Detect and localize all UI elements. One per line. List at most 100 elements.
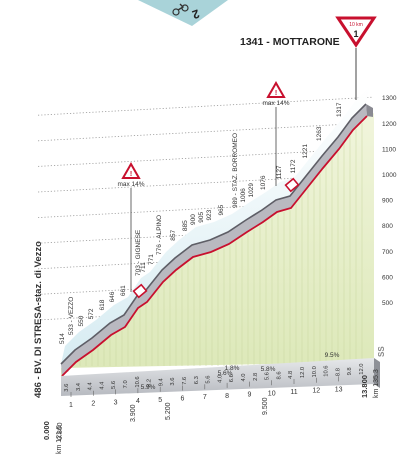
place-label: 776 - ALPINO: [156, 215, 163, 255]
gradient-value: 8.8: [335, 368, 341, 376]
warning-triangle-icon: [121, 161, 141, 179]
elevation-tick: 1300: [382, 95, 397, 102]
place-label: 1006: [240, 188, 247, 203]
start-km-label: km 121.5: [56, 425, 63, 454]
gradient-values: 3.6 3.4 4.4 4.4 5.6 7.0 10.6 8.2 9.4 3.6 7.6 6.3 5.6…: [64, 363, 365, 391]
road-top-edge: [60, 103, 367, 365]
gradient-value: 5.6: [265, 372, 271, 380]
place-label: 900: [190, 214, 197, 225]
place-label: 618: [99, 299, 106, 310]
gradient-value: 8.6: [276, 371, 282, 379]
finish-label: 1341 - MOTTARONE: [240, 36, 340, 48]
place-label: 1221: [302, 144, 309, 159]
km-marker: 5: [158, 397, 162, 404]
max-gradient-markers: ! max 14%! max 14%: [117, 80, 300, 299]
elevation-tick: 1100: [382, 146, 396, 153]
place-label: 661: [120, 285, 127, 296]
place-label: 771: [148, 254, 155, 265]
place-label: 1076: [260, 175, 267, 190]
km-marker: 8: [225, 393, 229, 400]
finish-badge: 10 km 1: [335, 16, 377, 48]
km-marker: 9: [247, 392, 251, 399]
elevation-tick: 600: [382, 274, 393, 281]
gradient-value: 4.0: [217, 375, 223, 383]
place-label: 1263: [316, 126, 323, 141]
average-gradient: 5.6%: [218, 370, 233, 377]
gradient-value: 9.8: [347, 367, 353, 375]
km-marker: 10: [268, 390, 276, 397]
place-label: 1127: [276, 165, 283, 179]
elevation-scale: 500 600 700 800 900 1000 1100 1200 1300: [382, 95, 397, 307]
elevation-tick: 1200: [382, 121, 397, 128]
average-gradient: 5.8%: [261, 366, 276, 373]
elevation-tick: 500: [382, 300, 393, 307]
gradient-value: 6.3: [194, 376, 200, 384]
finish-badge-num: 1: [353, 29, 358, 39]
km-marker: 3: [114, 399, 118, 406]
place-label: 857: [170, 230, 177, 241]
km-marker: 7: [203, 394, 207, 401]
km-marker: 4: [136, 398, 140, 405]
elevation-tick: 700: [382, 249, 393, 256]
finish-badge-top: 10 km: [349, 22, 363, 28]
km-marker: 12: [312, 388, 320, 395]
max-gradient-label: max 14%: [117, 181, 144, 188]
start-label: 486 - BV. DI STRESA-staz. di Vezzo: [33, 241, 44, 398]
elevation-tick: 800: [382, 223, 393, 230]
end-km-label: km 135.3: [373, 369, 380, 398]
gradient-value: 7.0: [123, 380, 129, 388]
gradient-value: 9.4: [158, 377, 164, 386]
climb-red-line: [61, 115, 368, 377]
end-distance: 13.800: [360, 375, 369, 398]
place-label: 514: [59, 333, 66, 344]
distance-label: 3.900: [130, 404, 137, 422]
place-label: 885: [182, 220, 189, 231]
average-gradient: 1.8%: [225, 365, 240, 372]
place-label: 1029: [248, 183, 255, 198]
average-gradient: 9.5%: [325, 352, 340, 359]
finish-triangle: [335, 16, 377, 48]
place-label: 572: [88, 308, 95, 319]
start-distance: 0.000: [42, 421, 51, 440]
km-marker: 1: [69, 402, 73, 409]
place-label: 989 - STAZ. BORROMEO: [232, 133, 239, 208]
place-label: 533 - VEZZO: [68, 297, 75, 335]
road-end-cap: [366, 104, 373, 117]
distance-labels: 0.860 3.900 5.200 9.500: [57, 397, 269, 440]
gradient-value: 4.8: [288, 371, 294, 379]
cyclist-icon: [172, 3, 189, 16]
banner-text: 2: [190, 6, 201, 22]
place-label: 1172: [290, 159, 297, 173]
place-label: 905: [198, 212, 205, 223]
ss-label: SS: [377, 346, 386, 357]
gradient-value: 10.6: [324, 365, 330, 376]
km-marker: 2: [91, 401, 95, 408]
gradient-value: 3.4: [76, 382, 82, 391]
elevation-tick: 1000: [382, 172, 397, 179]
gradient-value: 7.6: [182, 377, 188, 385]
km-marker: 13: [335, 386, 343, 393]
gradient-value: 4.0: [241, 373, 247, 381]
max-gradient-marker: ! max 14%: [117, 161, 148, 299]
gradient-value: 4.4: [99, 381, 105, 390]
gradient-value: 4.4: [88, 382, 94, 391]
gradient-band-side: [374, 358, 380, 388]
place-label: 646: [109, 291, 116, 302]
gradient-value: 2.8: [253, 373, 259, 381]
place-label: 550: [78, 315, 85, 326]
distance-label: 9.500: [262, 397, 269, 415]
banner-shape: [138, 0, 228, 26]
gradient-value: 10.6: [135, 376, 141, 387]
place-label: 923: [206, 209, 213, 220]
km-marker: 11: [290, 389, 297, 396]
elevation-tick: 900: [382, 198, 393, 205]
gradient-value: 3.6: [170, 378, 176, 386]
warning-triangle-icon: [266, 80, 286, 98]
svg-text:!: !: [275, 90, 277, 97]
gradient-value: 8.2: [147, 379, 153, 387]
max-gradient-point: [132, 283, 148, 299]
gradient-value: 10.0: [312, 366, 318, 377]
km-markers: 1 2 3 4 5 6 7 8 9 10 11 12 13: [69, 376, 343, 409]
